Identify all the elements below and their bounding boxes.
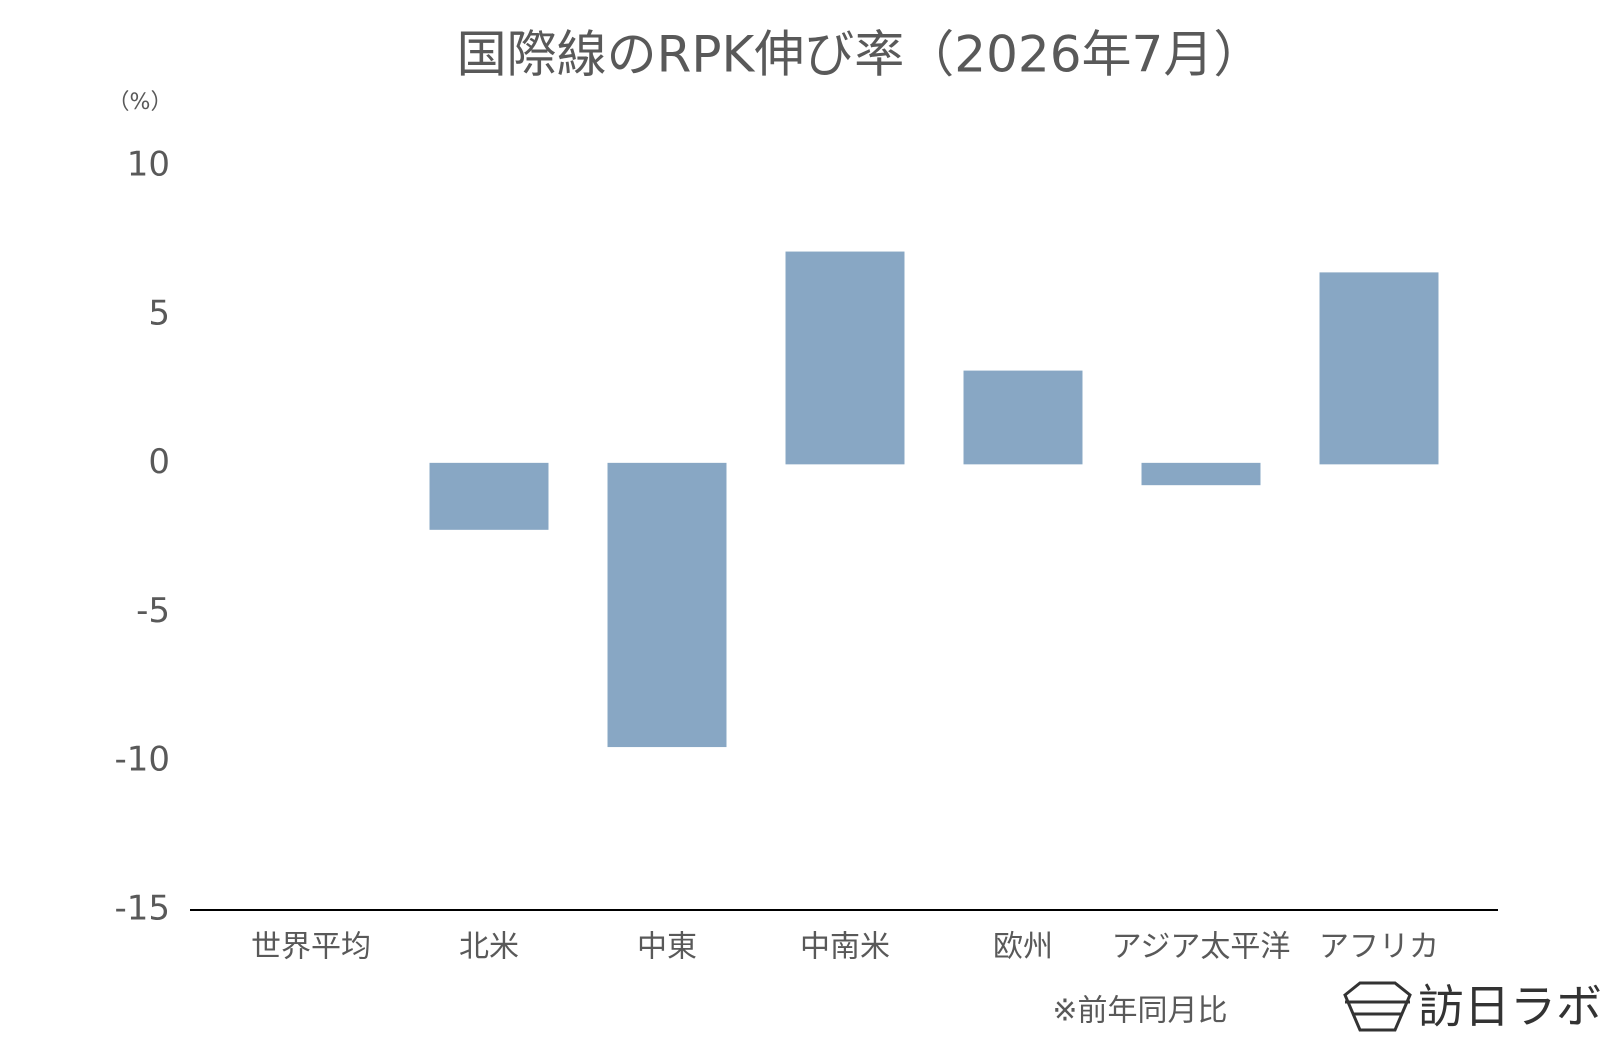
y-tick-label: 5 [148,293,170,333]
note: ※前年同月比 [1052,994,1227,1029]
x-tick-label: アジア太平洋 [1112,930,1291,965]
bar [1141,462,1261,486]
x-tick-label: 北米 [459,930,519,965]
logo-icon [1343,981,1412,1032]
y-unit: （%） [108,90,173,115]
x-tick-label: 中南米 [800,930,890,965]
x-tick-label: 世界平均 [251,930,371,965]
y-tick-label: -15 [114,889,170,929]
logo-text: 訪日ラボ [1418,980,1600,1034]
bar [785,251,905,465]
bar [1319,272,1439,465]
bar [429,462,549,530]
bar [607,462,727,748]
y-tick-label: 10 [127,145,170,185]
y-tick-label: 0 [148,442,170,482]
y-tick-label: -10 [114,740,170,780]
y-tick-label: -5 [136,591,170,631]
x-tick-label: アフリカ [1319,930,1439,965]
bar [963,370,1083,465]
x-tick-label: 欧州 [993,930,1053,965]
chart-title: 国際線のRPK伸び率（2026年7月） [457,26,1264,84]
x-tick-label: 中東 [637,930,697,965]
